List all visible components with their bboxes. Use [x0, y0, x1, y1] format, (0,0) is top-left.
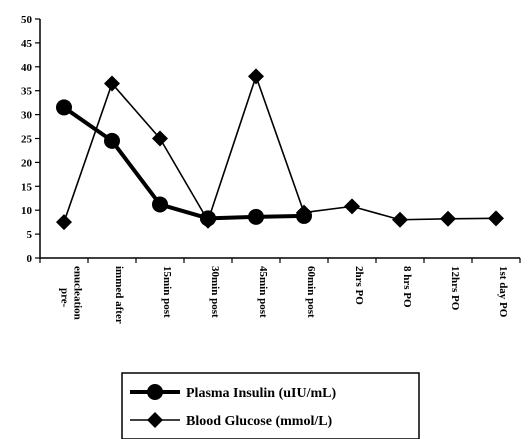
x-tick-label: immed after: [113, 266, 125, 324]
data-point-blood-glucose: [56, 214, 72, 231]
legend-marker-diamond: [147, 412, 163, 428]
legend-label: Plasma Insulin (uIU/mL): [186, 386, 336, 401]
y-tick-label: 30: [21, 110, 33, 122]
x-tick-label-line: 30min post: [209, 266, 221, 318]
x-tick-label-line: pre-: [59, 288, 71, 308]
y-tick-label: 50: [21, 14, 33, 26]
x-tick-label: 12hrs PO: [449, 266, 461, 311]
x-tick-label-line: 8 hrs PO: [401, 266, 413, 308]
x-tick-label-line: 12hrs PO: [449, 266, 461, 311]
x-tick-label: 45min post: [257, 266, 269, 318]
x-tick-label: 15min post: [161, 266, 173, 318]
x-tick-label: 8 hrs PO: [401, 266, 413, 308]
data-point-blood-glucose: [344, 198, 360, 215]
y-tick-label: 45: [21, 38, 33, 50]
x-tick-label-line: 2hrs PO: [353, 266, 365, 305]
y-tick-label: 25: [21, 134, 33, 146]
data-point-blood-glucose: [200, 212, 216, 229]
data-point-plasma-insulin: [248, 208, 264, 225]
x-tick-label-line: immed after: [113, 266, 125, 324]
series-line-blood-glucose: [63, 75, 497, 223]
legend-label: Blood Glucose (mmol/L): [186, 414, 333, 429]
x-tick-label-line: 15min post: [161, 266, 173, 318]
y-tick-label: 5: [27, 229, 33, 241]
series-line-plasma-insulin: [62, 105, 305, 221]
x-tick-label-line: 1st day PO: [497, 266, 509, 318]
legend: Plasma Insulin (uIU/mL) Blood Glucose (mm…: [121, 372, 420, 439]
data-point-plasma-insulin: [104, 132, 120, 149]
x-tick-label: 60min post: [305, 266, 317, 318]
legend-marker-circle: [147, 384, 163, 400]
data-point-plasma-insulin: [56, 99, 72, 116]
plot-area: 0 5 10 15 20 25 30 35 40 45 50 pre-enucleation immed…: [21, 14, 521, 324]
y-tick-label: 0: [27, 253, 33, 265]
data-point-blood-glucose: [392, 211, 408, 228]
y-tick-label: 10: [21, 205, 33, 217]
data-point-blood-glucose: [152, 130, 168, 147]
legend-box: [121, 372, 420, 439]
x-tick-label-line: enucleation: [72, 266, 84, 320]
data-point-blood-glucose: [248, 68, 264, 85]
data-point-plasma-insulin: [152, 196, 168, 213]
x-tick-label: 1st day PO: [497, 266, 509, 318]
data-point-blood-glucose: [296, 204, 312, 221]
y-tick-label: 15: [21, 181, 33, 193]
data-point-blood-glucose: [104, 75, 120, 92]
x-tick-label-line: 60min post: [305, 266, 317, 318]
data-point-blood-glucose: [488, 210, 504, 227]
x-tick-label: 2hrs PO: [353, 266, 365, 305]
y-tick-label: 40: [21, 62, 33, 74]
x-tick-label: pre-enucleation: [59, 266, 84, 320]
y-tick-label: 35: [21, 86, 33, 98]
y-tick-label: 20: [21, 157, 33, 169]
x-tick-label: 30min post: [209, 266, 221, 318]
x-tick-label-line: 45min post: [257, 266, 269, 318]
data-point-blood-glucose: [440, 210, 456, 227]
